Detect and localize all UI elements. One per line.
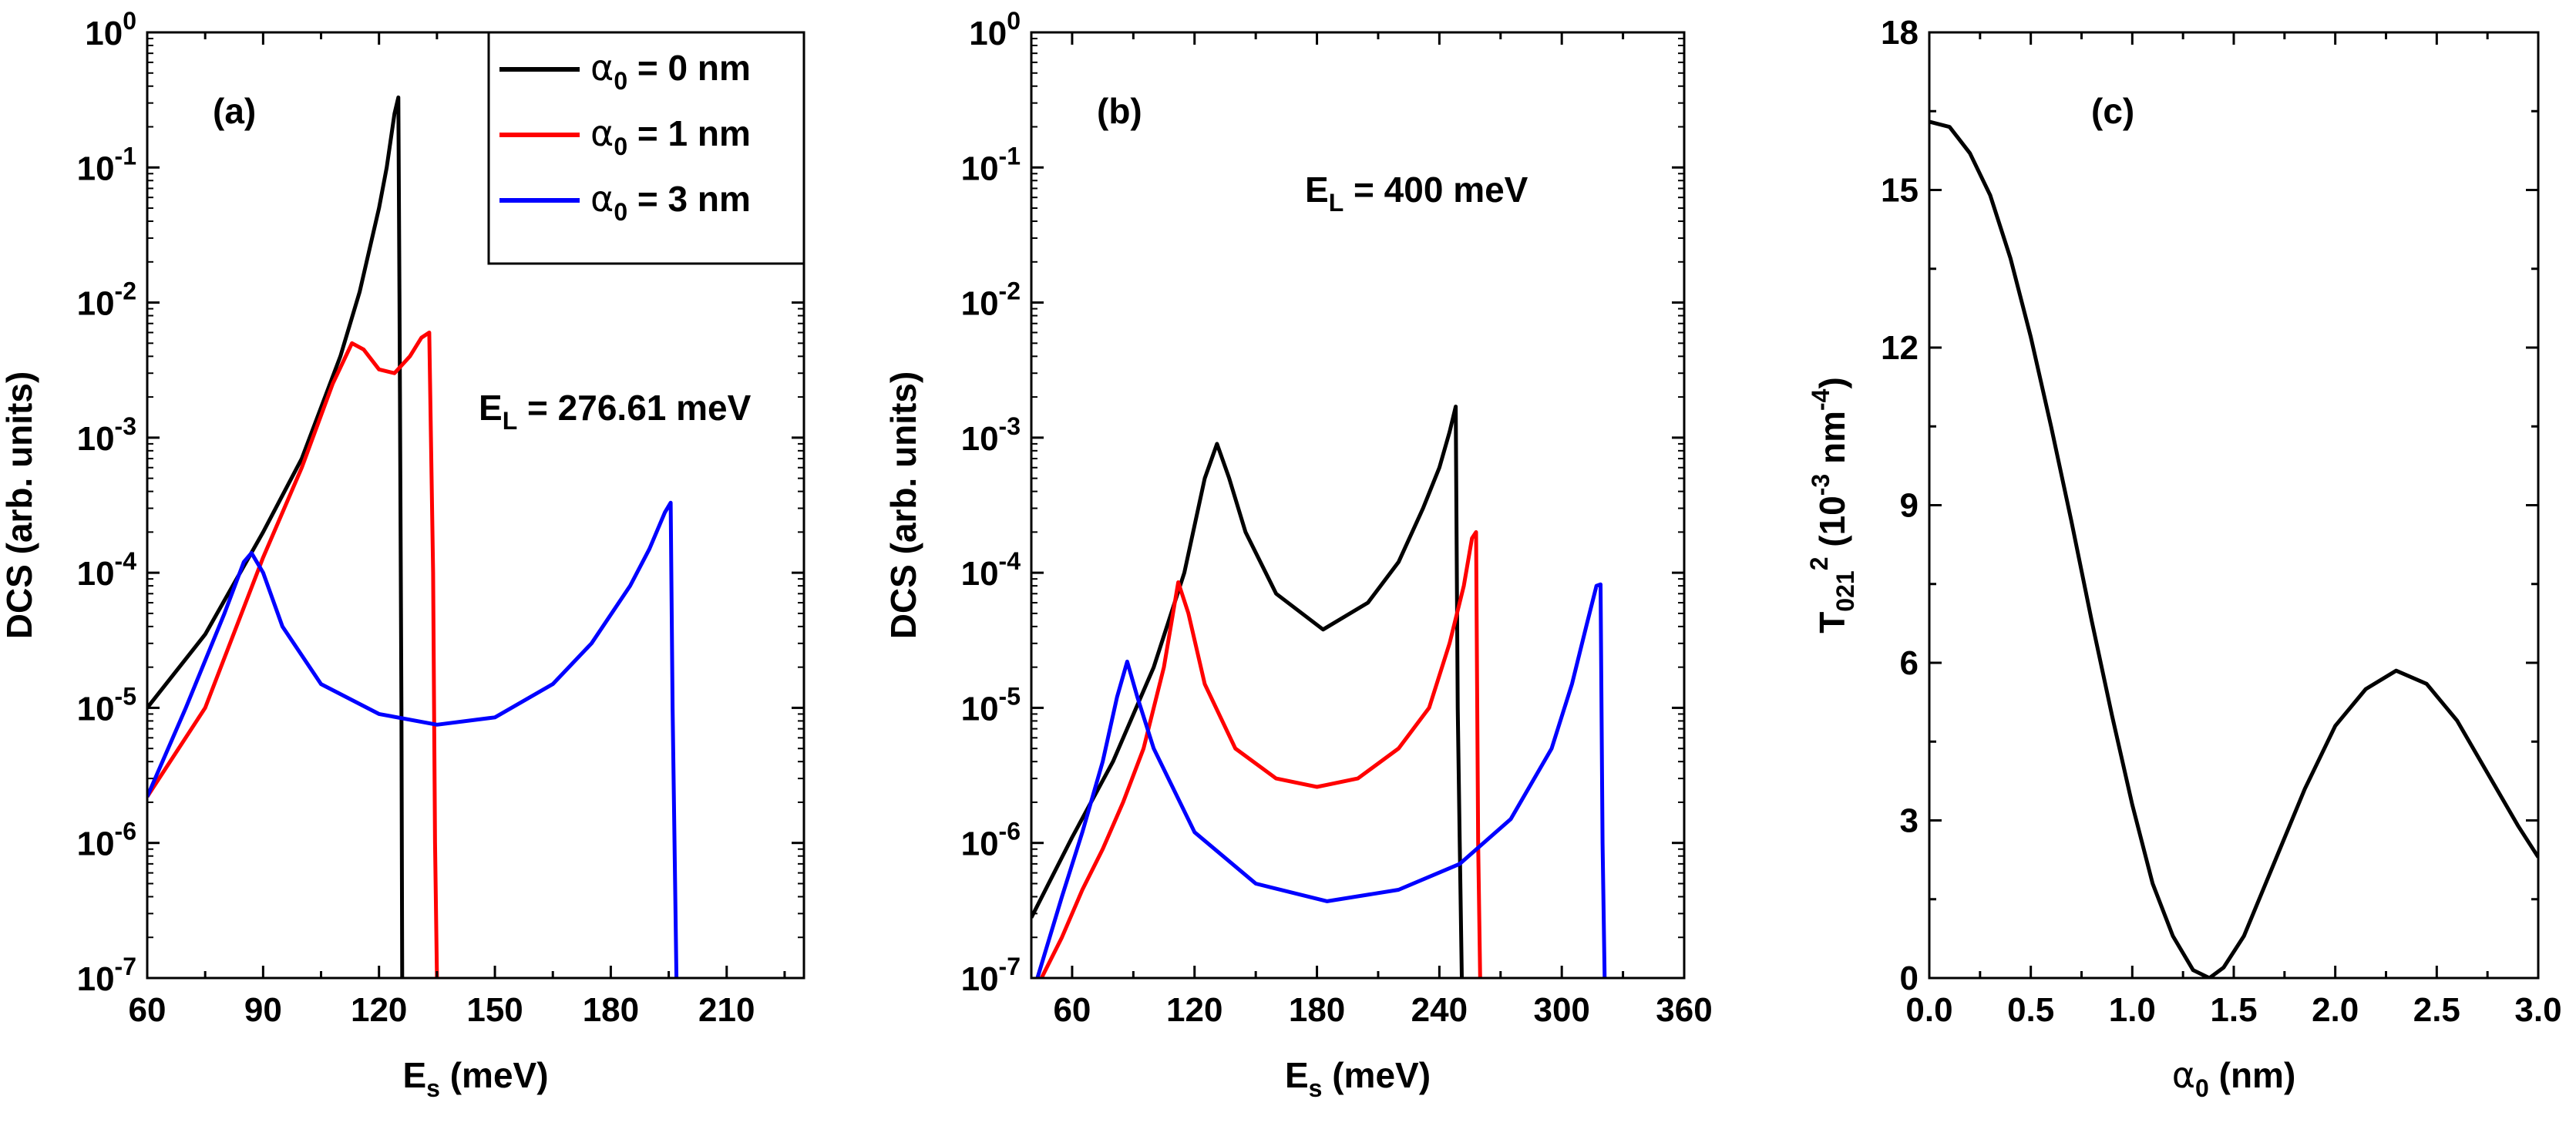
panel-label: (b) [1097, 91, 1142, 131]
y-axis-label: T0212 (10-3 nm-4) [1805, 377, 1859, 634]
legend-entry-label: α0 = 1 nm [590, 113, 751, 160]
y-tick-label: 10-1 [77, 142, 136, 187]
series-line-1 [147, 95, 405, 978]
panel-b: 60 120 180 240 300 360 10-7 10-6 10-5 10-4 10-3 10-… [883, 7, 1713, 1102]
x-axis-label: α0 (nm) [2172, 1054, 2296, 1102]
y-tick-label: 9 [1900, 487, 1919, 525]
x-tick-label: 150 [466, 991, 523, 1029]
x-tick-label: 3.0 [2514, 991, 2561, 1029]
y-axis-label: DCS (arb. units) [883, 371, 923, 640]
x-tick-label: 210 [698, 991, 755, 1029]
y-tick-label: 15 [1881, 172, 1919, 210]
y-axis-label: DCS (arb. units) [0, 371, 39, 640]
y-tick-label: 10-6 [77, 818, 136, 863]
annotation-text: EL = 400 meV [1305, 170, 1528, 217]
x-tick-label: 180 [1289, 991, 1345, 1029]
x-tick-label: 60 [1053, 991, 1091, 1029]
legend: α0 = 0 nm α0 = 1 nm α0 = 3 nm [487, 31, 805, 265]
panel-c: 0.0 0.5 1.0 1.5 2.0 2.5 3.0 0 3 6 9 12 15 18 α0 (nm) T0… [1805, 14, 2562, 1102]
y-tick-label: 6 [1900, 644, 1919, 682]
annotation-text: EL = 276.61 meV [479, 388, 752, 435]
y-tick-label: 10-4 [77, 547, 137, 593]
x-tick-label: 2.0 [2312, 991, 2359, 1029]
y-tick-label: 18 [1881, 14, 1919, 52]
y-tick-label: 10-2 [77, 277, 136, 323]
y-tick-label: 10-7 [961, 953, 1021, 998]
series-line-1 [1929, 119, 2538, 978]
x-axis-label: Es (meV) [1285, 1055, 1431, 1102]
y-tick-label: 10-4 [961, 547, 1021, 593]
series-line-2 [147, 331, 439, 978]
x-tick-label: 60 [129, 991, 166, 1029]
y-tick-label: 10-5 [961, 682, 1021, 728]
x-tick-label: 0.5 [2007, 991, 2054, 1029]
series-line-1 [1031, 405, 1464, 978]
x-tick-label: 180 [583, 991, 639, 1029]
panel-label: (c) [2091, 91, 2134, 131]
series-line-2 [1039, 529, 1482, 978]
x-tick-label: 0.0 [1905, 991, 1952, 1029]
panel-a: 60 90 120 150 180 210 10-7 10-6 10-5 10-4 10-3 10-2… [0, 7, 805, 1102]
x-tick-label: 1.5 [2210, 991, 2257, 1029]
x-tick-label: 90 [244, 991, 282, 1029]
series-line-3 [1035, 582, 1607, 978]
y-tick-label: 10-3 [77, 412, 136, 458]
y-tick-label: 3 [1900, 802, 1919, 840]
y-tick-label: 10-3 [961, 412, 1021, 458]
panel-label: (a) [213, 91, 256, 131]
plot-frame [1928, 31, 2540, 980]
y-tick-label: 100 [969, 7, 1021, 52]
y-tick-label: 10-5 [77, 682, 136, 728]
y-tick-label: 10-2 [961, 277, 1021, 323]
legend-entry-label: α0 = 3 nm [590, 178, 751, 226]
y-tick-label: 100 [85, 7, 136, 52]
x-tick-label: 1.0 [2109, 991, 2156, 1029]
x-tick-label: 300 [1533, 991, 1589, 1029]
x-tick-label: 2.5 [2413, 991, 2460, 1029]
y-tick-label: 10-1 [961, 142, 1021, 187]
x-tick-label: 240 [1411, 991, 1468, 1029]
y-tick-label: 10-7 [77, 953, 136, 998]
plot-frame [146, 31, 805, 980]
x-axis-label: Es (meV) [402, 1055, 548, 1102]
y-tick-label: 10-6 [961, 818, 1021, 863]
y-tick-label: 0 [1900, 960, 1919, 997]
legend-entry-label: α0 = 0 nm [590, 47, 751, 95]
y-tick-label: 12 [1881, 329, 1919, 367]
x-tick-label: 120 [1166, 991, 1222, 1029]
x-tick-label: 360 [1656, 991, 1712, 1029]
x-tick-label: 120 [351, 991, 407, 1029]
series-line-3 [147, 500, 679, 978]
plot-frame [1030, 31, 1686, 980]
